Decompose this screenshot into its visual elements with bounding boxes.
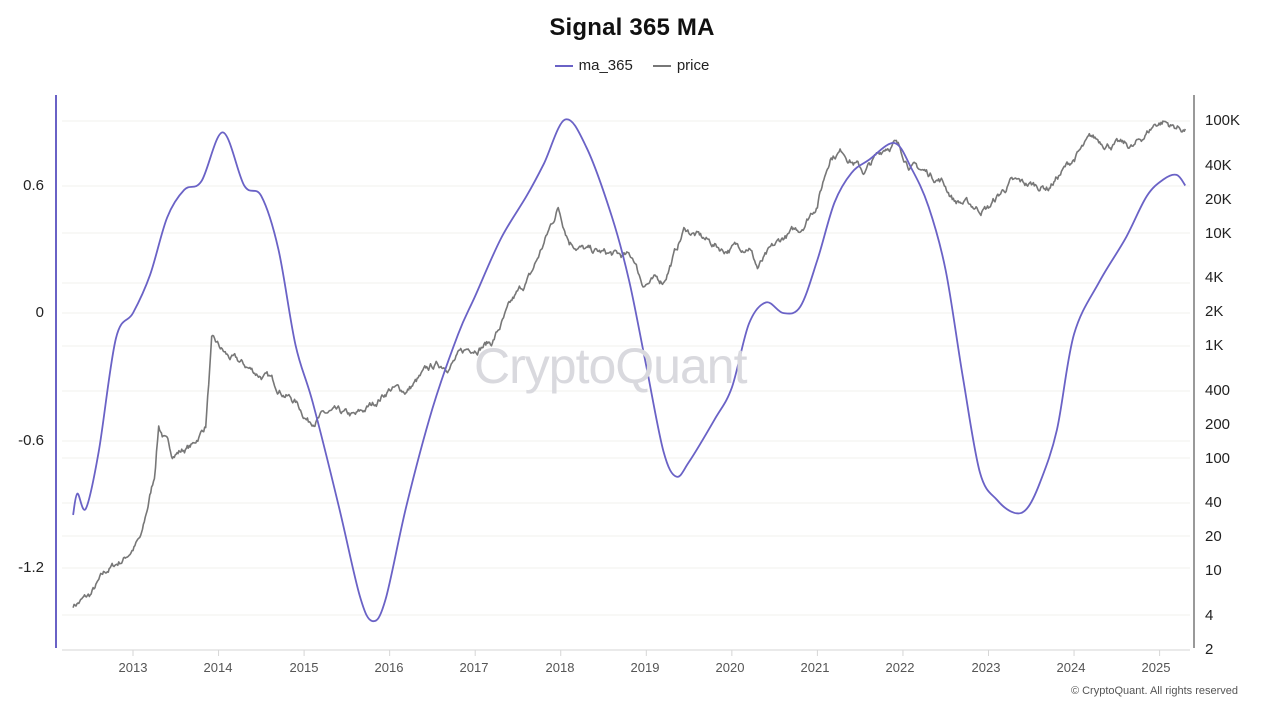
x-tick-label: 2013 xyxy=(118,660,148,675)
x-tick-label: 2023 xyxy=(971,660,1001,675)
x-axis-ticks xyxy=(132,650,1161,656)
right-tick-label: 10 xyxy=(1205,562,1222,579)
price-line-swatch-icon xyxy=(652,64,671,67)
chart-title: Signal 365 MA xyxy=(549,14,715,41)
right-tick-label: 20 xyxy=(1205,528,1222,545)
price-line xyxy=(72,120,1187,608)
x-tick-label: 2022 xyxy=(885,660,915,675)
gridlines xyxy=(62,120,1190,616)
right-tick-label: 100K xyxy=(1205,112,1241,129)
x-tick-label: 2015 xyxy=(289,660,319,675)
legend-item-ma-365[interactable]: ma_365 xyxy=(554,57,633,74)
x-tick-label: 2024 xyxy=(1056,660,1086,675)
left-tick-label: 0.6 xyxy=(23,177,44,194)
right-tick-label: 4 xyxy=(1205,607,1214,624)
left-tick-label: -0.6 xyxy=(18,432,44,449)
x-tick-label: 2017 xyxy=(459,660,489,675)
right-tick-label: 10K xyxy=(1205,225,1232,242)
x-tick-label: 2018 xyxy=(545,660,575,675)
legend-item-price[interactable]: price xyxy=(652,57,710,74)
copyright-notice: © CryptoQuant. All rights reserved xyxy=(1070,685,1238,697)
left-tick-label: -1.2 xyxy=(18,559,44,576)
right-tick-label: 40 xyxy=(1205,494,1222,511)
x-tick-label: 2016 xyxy=(374,660,404,675)
x-tick-label: 2020 xyxy=(715,660,745,675)
ma-365-line-swatch-icon xyxy=(554,64,573,67)
x-tick-label: 2019 xyxy=(630,660,660,675)
right-tick-label: 40K xyxy=(1205,157,1232,174)
right-tick-label: 100 xyxy=(1205,450,1231,467)
left-tick-label: 0 xyxy=(35,304,44,321)
legend-label-price: price xyxy=(676,57,710,74)
right-tick-label: 2K xyxy=(1205,303,1224,320)
x-tick-label: 2025 xyxy=(1141,660,1171,675)
right-tick-label: 20K xyxy=(1205,191,1232,208)
right-tick-label: 200 xyxy=(1205,416,1231,433)
ma-365-line xyxy=(72,118,1187,623)
right-tick-label: 400 xyxy=(1205,382,1231,399)
x-tick-label: 2014 xyxy=(203,660,233,675)
chart-legend: ma_365 price xyxy=(0,57,1264,74)
right-tick-label: 1K xyxy=(1205,337,1224,354)
right-tick-label: 4K xyxy=(1205,269,1224,286)
x-tick-label: 2021 xyxy=(800,660,830,675)
legend-label-ma-365: ma_365 xyxy=(578,57,633,74)
right-tick-label: 2 xyxy=(1205,641,1214,658)
